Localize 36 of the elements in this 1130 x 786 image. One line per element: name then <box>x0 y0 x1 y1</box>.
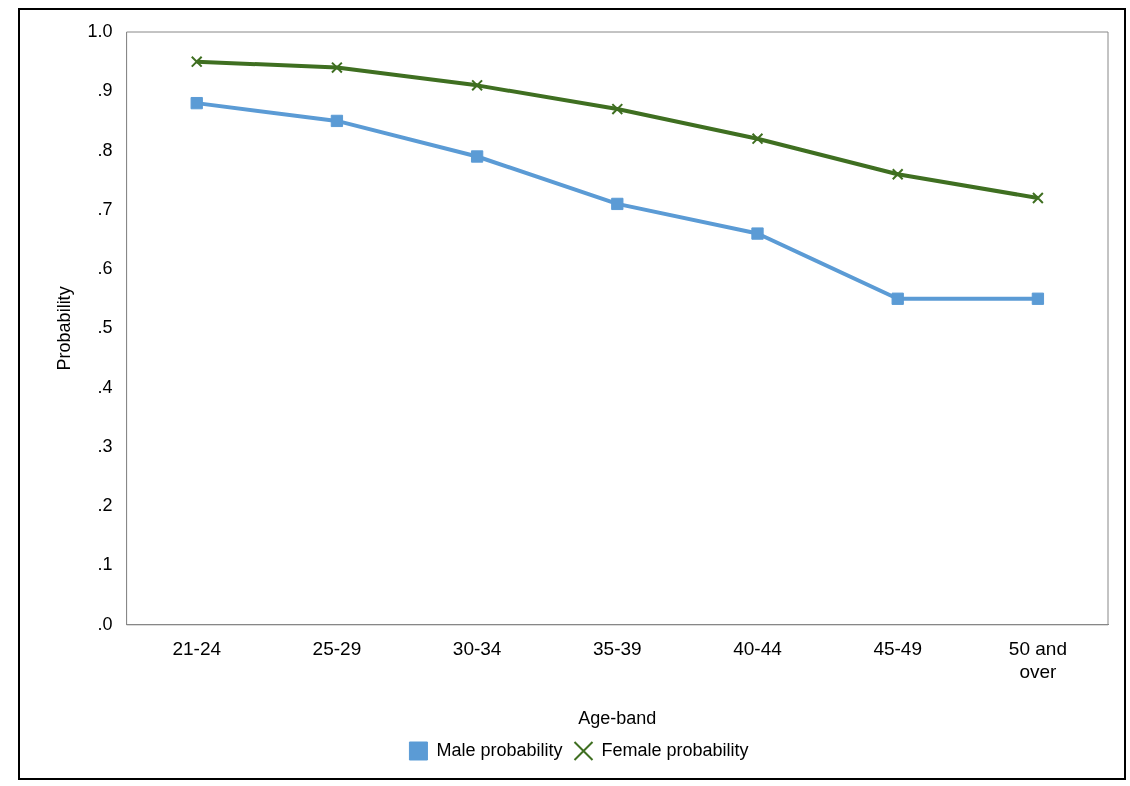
y-tick-label: .1 <box>97 554 113 575</box>
point <box>751 227 764 240</box>
y-tick-label: .0 <box>97 613 113 634</box>
point <box>190 55 203 68</box>
x-tick-label: 40-44 <box>733 638 783 660</box>
x-tick-label: 50 and over <box>1008 638 1067 683</box>
point <box>611 103 624 116</box>
point <box>891 292 904 305</box>
point <box>891 168 904 181</box>
y-axis-title: Probability <box>53 286 74 371</box>
point <box>330 61 343 74</box>
x-tick-label: 45-49 <box>873 638 923 660</box>
x-tick-label: 21-24 <box>172 638 222 660</box>
x-tick-label: 35-39 <box>593 638 642 660</box>
y-tick-label: .8 <box>97 139 113 160</box>
y-tick-label: .6 <box>97 258 113 279</box>
legend-label: Female probability <box>601 739 749 760</box>
point <box>470 150 484 163</box>
y-tick-label: .3 <box>97 435 113 456</box>
point <box>611 197 624 211</box>
y-tick-label: .7 <box>97 198 113 219</box>
point <box>330 114 344 128</box>
x-axis-title: Age-band <box>578 708 657 729</box>
x-tick-label: 30-34 <box>452 638 502 660</box>
point <box>190 96 203 110</box>
legend-label: Male probability <box>436 739 563 760</box>
y-tick-label: 1.0 <box>87 20 113 41</box>
point <box>1031 292 1045 305</box>
y-tick-label: .4 <box>97 376 113 397</box>
point <box>471 79 484 92</box>
y-tick-label: .5 <box>97 317 113 338</box>
point <box>1031 192 1044 204</box>
y-tick-label: .2 <box>97 495 113 516</box>
point <box>751 132 764 145</box>
x-tick-label: 25-29 <box>312 638 362 660</box>
y-tick-label: .9 <box>97 80 113 101</box>
